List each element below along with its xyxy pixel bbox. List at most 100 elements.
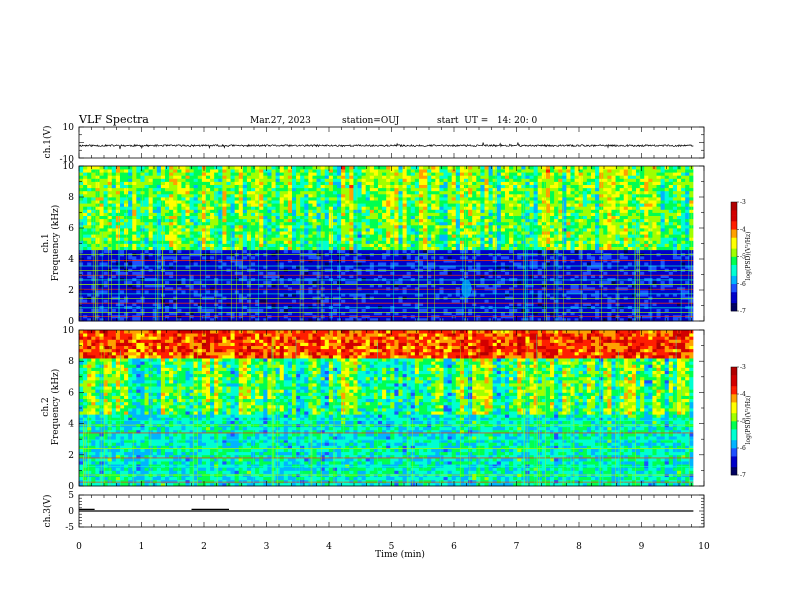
spectrogram-cell: [291, 255, 297, 260]
spectrogram-cell: [423, 283, 428, 288]
spectrogram-cell: [308, 234, 313, 238]
spectrogram-cell: [259, 293, 264, 297]
spectrogram-cell: [435, 200, 440, 204]
spectrogram-cell: [169, 215, 174, 220]
spectrogram-cell: [378, 221, 383, 226]
spectrogram-cell: [238, 178, 244, 182]
spectrogram-cell: [361, 228, 367, 232]
spectrogram-cell: [324, 184, 330, 189]
spectrogram-cell: [300, 184, 305, 189]
spectrogram-cell: [83, 268, 88, 272]
spectrogram-cell: [193, 290, 199, 294]
spectrogram-cell: [103, 262, 109, 266]
spectrogram-cell: [226, 265, 231, 269]
spectrogram-cell: [177, 187, 182, 192]
spectrogram-cell: [455, 283, 461, 288]
spectrogram-cell: [328, 178, 334, 182]
spectrogram-cell: [152, 215, 158, 220]
spectrogram-cell: [205, 166, 211, 170]
spectrogram-cell: [165, 265, 170, 269]
spectrogram-cell: [394, 200, 399, 204]
spectrogram-cell: [394, 172, 399, 176]
spectrogram-cell: [152, 212, 158, 216]
spectrogram-cell: [291, 197, 297, 201]
spectrogram-cell: [373, 283, 379, 288]
spectrogram-cell: [324, 290, 330, 294]
spectrogram-cell: [378, 240, 383, 244]
spectrogram-cell: [373, 305, 379, 309]
spectrogram-cell: [267, 293, 272, 297]
spectrogram-cell: [447, 200, 453, 204]
spectrogram-cell: [193, 265, 199, 269]
spectrogram-cell: [378, 212, 383, 216]
spectrogram-cell: [332, 221, 338, 226]
spectrogram-cell: [111, 280, 117, 285]
spectrogram-cell: [246, 181, 252, 185]
spectrogram-cell: [378, 193, 383, 198]
spectrogram-cell: [251, 221, 256, 226]
spectrogram-cell: [128, 209, 133, 213]
spectrogram-cell: [136, 172, 141, 176]
spectrogram-cell: [365, 290, 371, 294]
spectrogram-cell: [115, 166, 121, 170]
spectrogram-cell: [287, 293, 293, 297]
spectrogram-cell: [406, 249, 412, 254]
spectrogram-cell: [119, 172, 125, 176]
spectrogram-cell: [173, 274, 178, 278]
spectrogram-cell: [353, 181, 358, 185]
spectrogram-cell: [296, 231, 301, 235]
spectrogram-cell: [165, 172, 170, 176]
spectrogram-cell: [148, 296, 154, 300]
spectrogram-cell: [414, 308, 420, 313]
spectrogram-cell: [173, 215, 178, 220]
spectrogram-cell: [205, 305, 211, 309]
spectrogram-cell: [337, 268, 342, 272]
spectrogram-cell: [349, 197, 354, 201]
spectrogram-cell: [205, 206, 211, 210]
spectrogram-cell: [246, 249, 252, 254]
spectrogram-cell: [332, 293, 338, 297]
spectrogram-cell: [210, 274, 215, 278]
spectrogram-cell: [373, 187, 379, 192]
spectrogram-cell: [439, 268, 444, 272]
spectrogram-cell: [349, 234, 354, 238]
spectrogram-cell: [132, 234, 137, 238]
spectrogram-cell: [308, 268, 313, 272]
spectrogram-cell: [156, 193, 162, 198]
spectrogram-cell: [476, 271, 481, 275]
spectrogram-cell: [406, 290, 412, 294]
spectrogram-cell: [234, 178, 240, 182]
spectrogram-cell: [111, 234, 117, 238]
spectrogram-cell: [242, 271, 248, 275]
spectrogram-cell: [332, 240, 338, 244]
spectrogram-cell: [431, 212, 436, 216]
spectrogram-cell: [357, 224, 363, 229]
spectrogram-cell: [406, 212, 412, 216]
spectrogram-cell: [87, 271, 92, 275]
spectrogram-cell: [312, 224, 317, 229]
spectrogram-cell: [308, 246, 313, 251]
spectrogram-cell: [267, 283, 272, 288]
spectrogram-cell: [324, 249, 330, 254]
spectrogram-cell: [234, 218, 240, 223]
spectrogram-cell: [205, 293, 211, 297]
spectrogram-cell: [418, 172, 424, 176]
spectrogram-cell: [451, 184, 457, 189]
spectrogram-cell: [193, 249, 199, 254]
spectrogram-cell: [226, 302, 231, 306]
spectrogram-cell: [345, 268, 350, 272]
spectrogram-cell: [279, 246, 285, 251]
spectrogram-cell: [132, 293, 137, 297]
spectrogram-cell: [357, 302, 363, 306]
spectrogram-cell: [263, 308, 268, 313]
spectrogram-cell: [230, 249, 236, 254]
spectrogram-cell: [210, 193, 215, 198]
spectrogram-cell: [246, 317, 252, 322]
spectrogram-cell: [410, 290, 416, 294]
spectrogram-cell: [423, 290, 428, 294]
spectrogram-cell: [394, 190, 399, 195]
spectrogram-cell: [119, 237, 125, 241]
spectrogram-cell: [304, 283, 309, 288]
spectrogram-cell: [455, 166, 461, 170]
spectrogram-cell: [267, 181, 272, 185]
